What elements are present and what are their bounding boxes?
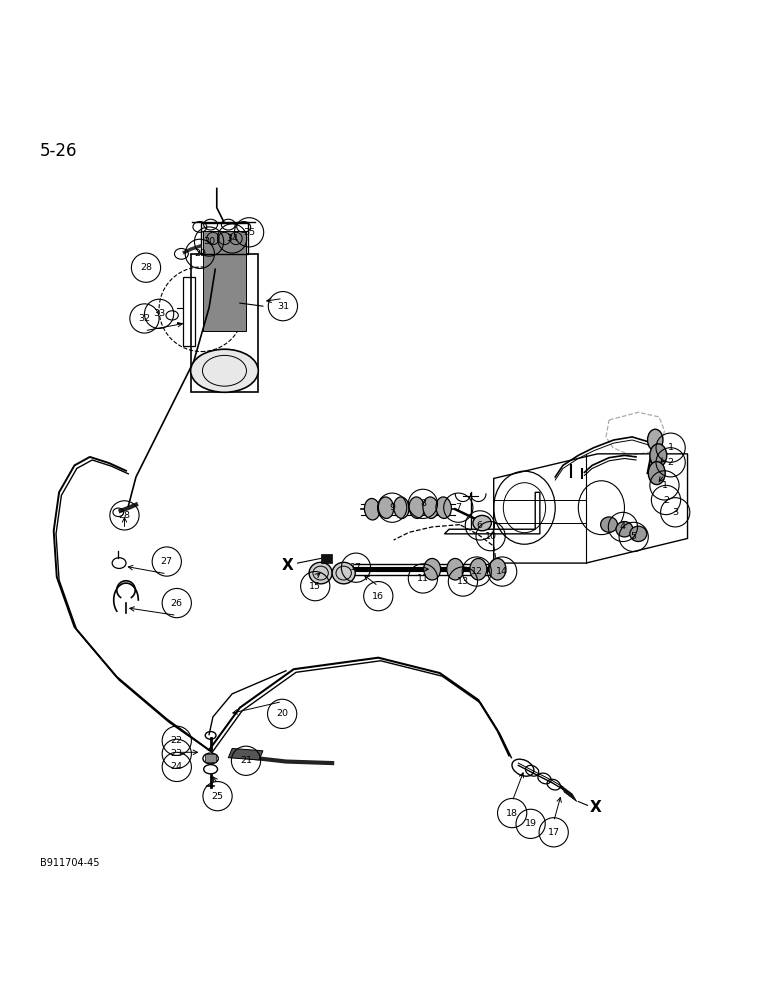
Text: 14: 14	[496, 567, 508, 576]
Text: 13: 13	[457, 577, 469, 586]
Text: 30: 30	[203, 237, 215, 246]
Text: 26: 26	[171, 599, 183, 608]
Ellipse shape	[648, 462, 665, 485]
Ellipse shape	[470, 558, 487, 580]
Ellipse shape	[394, 497, 409, 518]
Bar	[201, 223, 248, 254]
Text: 35: 35	[243, 228, 255, 237]
Ellipse shape	[489, 558, 506, 580]
Text: 2: 2	[663, 496, 669, 505]
Text: 8: 8	[420, 499, 426, 508]
Ellipse shape	[648, 429, 663, 451]
Text: 22: 22	[171, 736, 183, 745]
Text: 4: 4	[620, 522, 626, 531]
Polygon shape	[560, 785, 577, 802]
Ellipse shape	[447, 558, 464, 580]
Bar	[191, 254, 259, 392]
Text: 25: 25	[212, 792, 224, 801]
Text: 10: 10	[485, 532, 496, 541]
Text: 5: 5	[631, 532, 637, 541]
Ellipse shape	[436, 497, 452, 518]
Polygon shape	[229, 748, 263, 760]
Ellipse shape	[364, 498, 380, 520]
Ellipse shape	[332, 562, 355, 584]
Text: 15: 15	[310, 582, 321, 591]
Ellipse shape	[630, 526, 647, 542]
Polygon shape	[320, 554, 332, 563]
Text: 16: 16	[372, 592, 384, 601]
Text: 21: 21	[240, 756, 252, 765]
Text: 12: 12	[471, 567, 482, 576]
Text: 11: 11	[417, 574, 429, 583]
Text: 19: 19	[525, 819, 537, 828]
Text: 28: 28	[118, 511, 130, 520]
Ellipse shape	[191, 349, 259, 392]
Text: 32: 32	[138, 314, 151, 323]
Text: 5-26: 5-26	[40, 142, 77, 160]
Text: 18: 18	[506, 809, 518, 818]
Text: 6: 6	[477, 521, 482, 530]
Text: 31: 31	[277, 302, 289, 311]
Text: 24: 24	[171, 762, 183, 771]
Text: 7: 7	[455, 503, 462, 512]
Ellipse shape	[601, 517, 618, 532]
Text: 17: 17	[547, 828, 560, 837]
Text: 28: 28	[140, 263, 152, 272]
Text: 27: 27	[161, 557, 173, 566]
Ellipse shape	[409, 497, 425, 518]
Ellipse shape	[616, 522, 633, 537]
Text: 1: 1	[662, 481, 668, 490]
Ellipse shape	[423, 497, 438, 518]
Text: X: X	[282, 558, 293, 573]
Text: 29: 29	[194, 249, 206, 258]
Text: 20: 20	[276, 709, 288, 718]
Ellipse shape	[473, 515, 492, 531]
Ellipse shape	[309, 562, 332, 584]
Text: 23: 23	[171, 749, 183, 758]
Bar	[205, 754, 216, 762]
Text: 33: 33	[153, 309, 165, 318]
Text: 3: 3	[672, 508, 679, 517]
Text: 1: 1	[668, 443, 674, 452]
Ellipse shape	[424, 558, 441, 580]
Text: 9: 9	[389, 503, 395, 512]
Text: 2: 2	[668, 458, 674, 467]
Bar	[203, 231, 246, 331]
Text: B911704-45: B911704-45	[40, 858, 100, 868]
Text: 34: 34	[226, 234, 239, 243]
Text: X: X	[590, 800, 601, 815]
Ellipse shape	[378, 497, 394, 518]
Text: 17: 17	[350, 563, 362, 572]
Ellipse shape	[650, 444, 667, 467]
